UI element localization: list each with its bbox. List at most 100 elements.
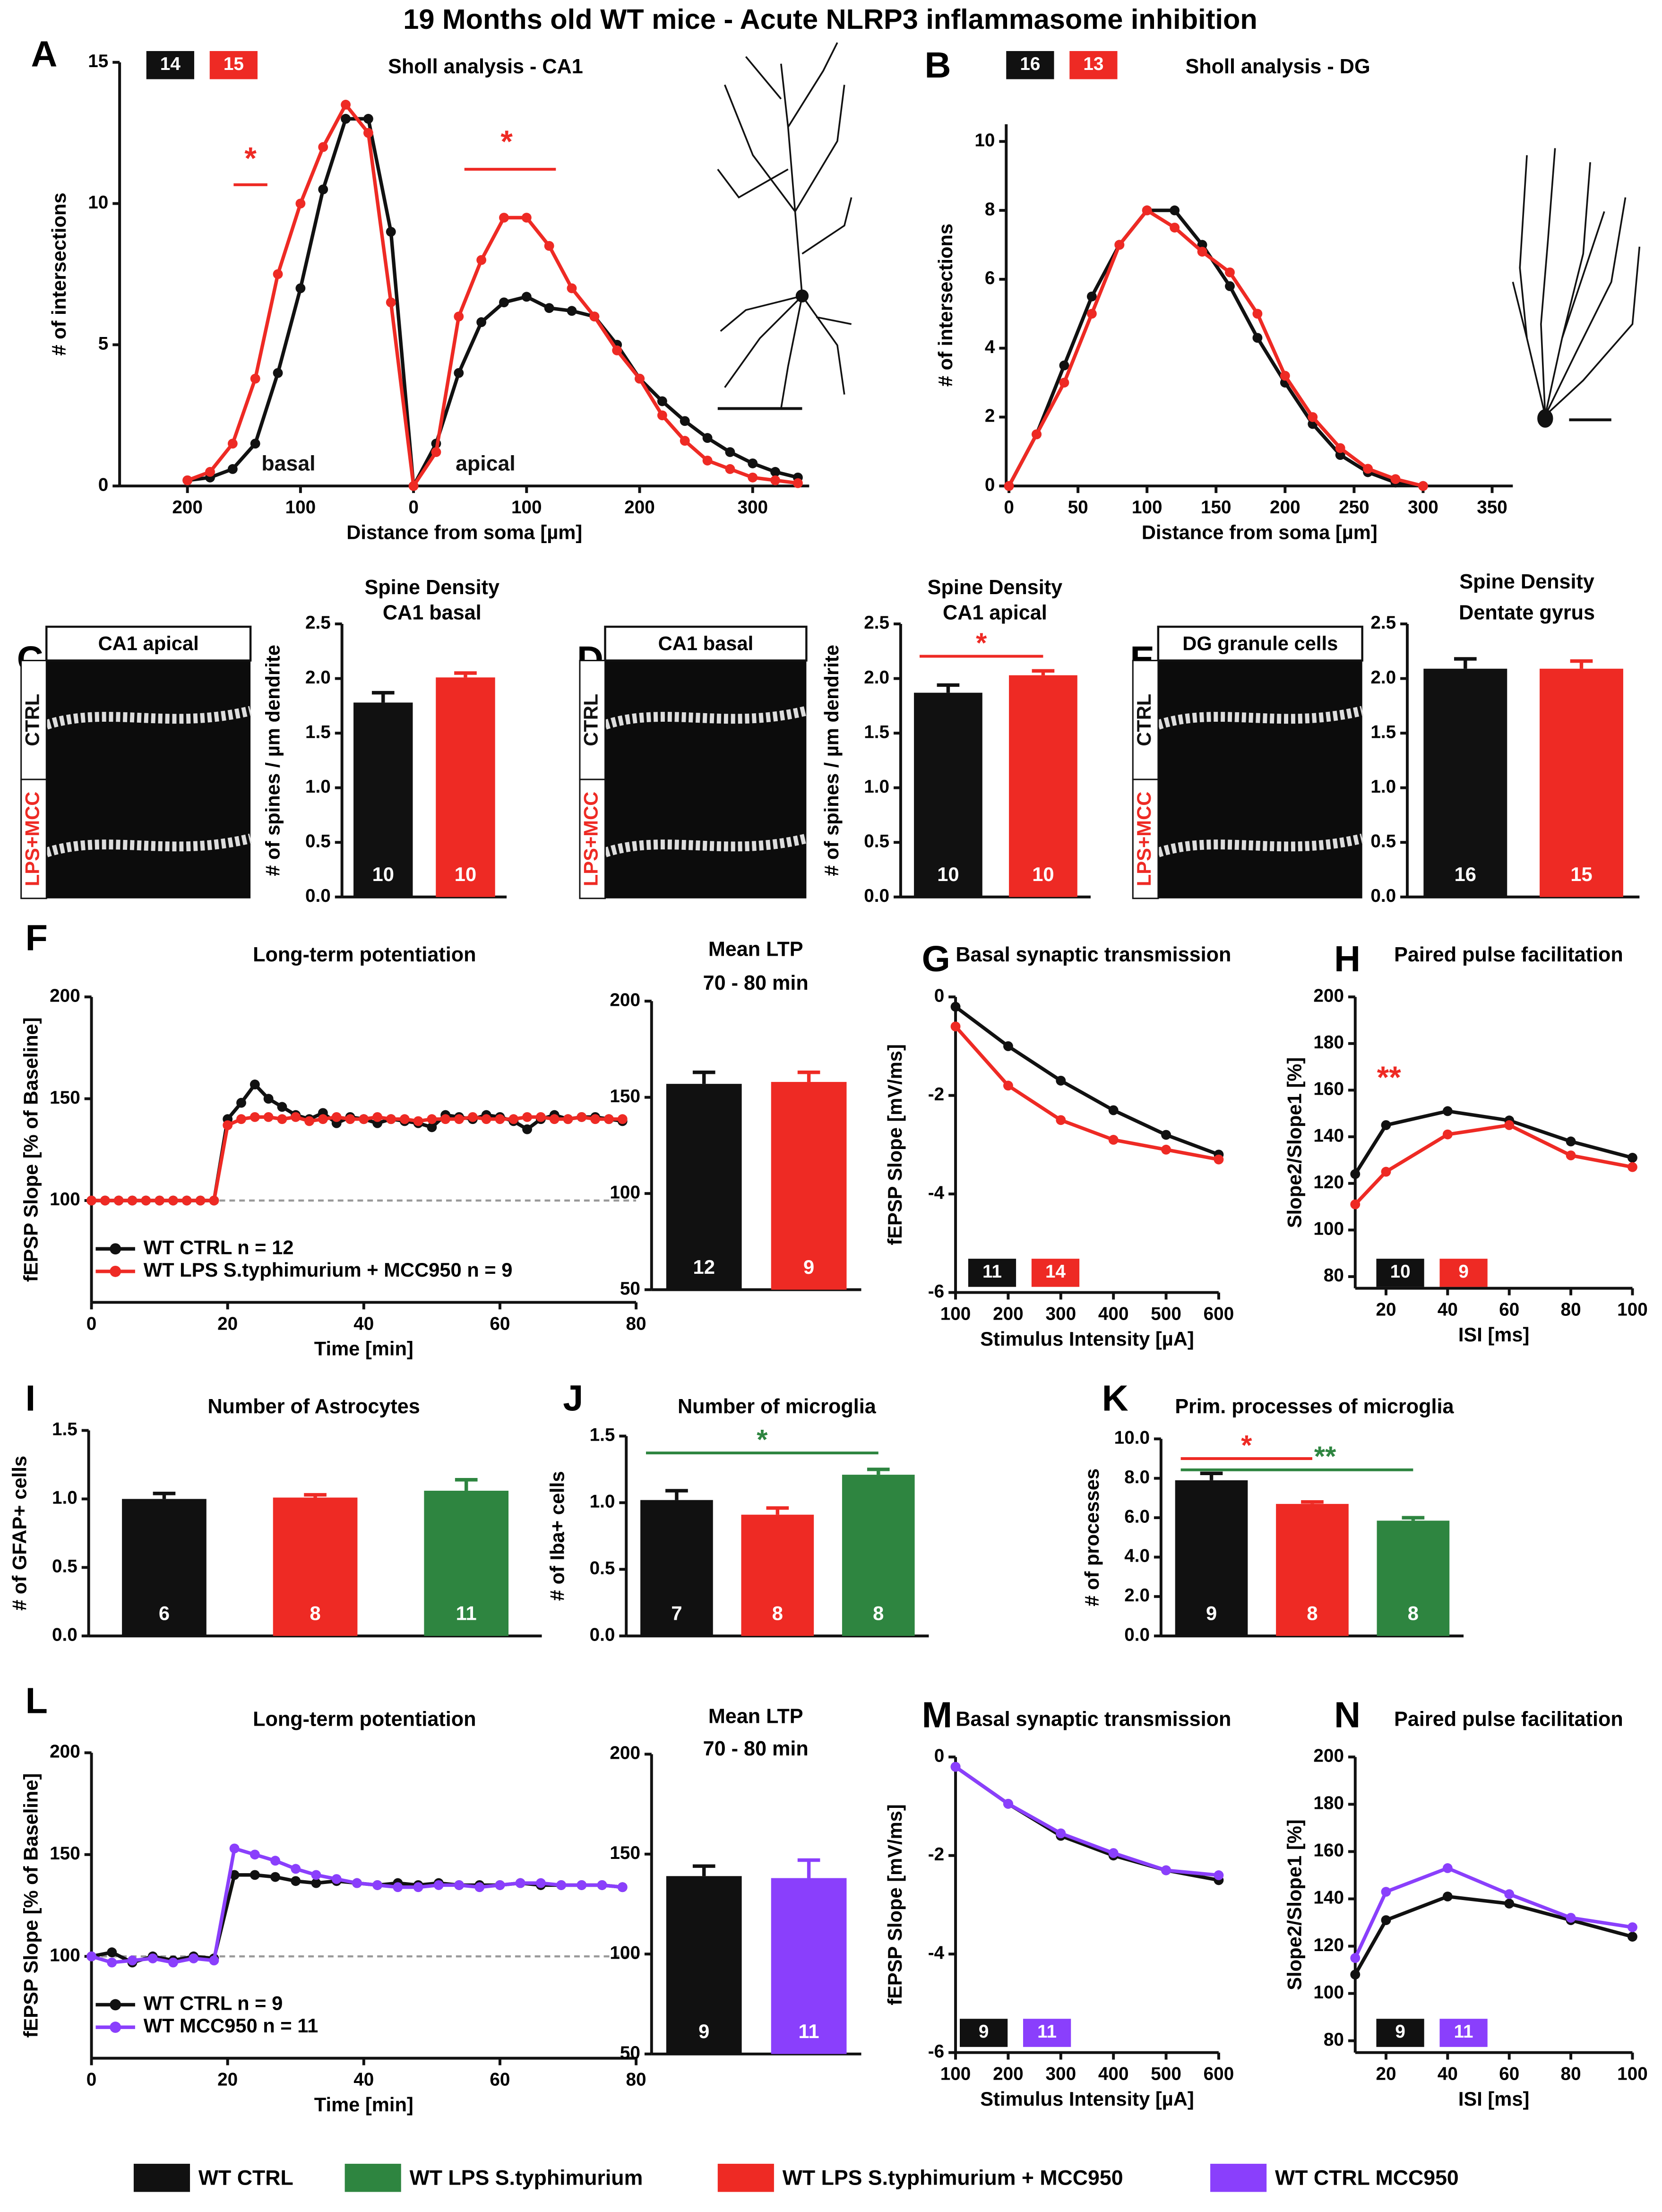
data-point: [617, 1882, 628, 1892]
data-point: [1170, 205, 1180, 216]
n-label: 12: [693, 1256, 715, 1278]
data-point: [393, 1882, 403, 1892]
n-badge-label: 9: [1458, 1262, 1469, 1282]
n-badge: [959, 2019, 1008, 2047]
data-point: [86, 1195, 96, 1206]
y-tick-label: -2: [928, 1844, 944, 1865]
significance-label: *: [757, 1424, 768, 1455]
data-point: [331, 1112, 342, 1122]
data-point: [481, 1114, 491, 1124]
data-point: [372, 1112, 383, 1122]
data-point: [311, 1878, 321, 1888]
data-point: [577, 1880, 587, 1890]
y-tick-label: 0.5: [864, 831, 889, 851]
image-label-box: [1132, 778, 1159, 899]
x-tick-label: 200: [1270, 497, 1300, 518]
data-point: [1381, 1887, 1391, 1897]
bar: [1175, 1480, 1248, 1636]
data-point: [250, 1112, 260, 1122]
chart-title: Basal synaptic transmission: [956, 1708, 1231, 1730]
data-point: [209, 1195, 219, 1206]
y-tick-label: -4: [928, 1183, 945, 1203]
x-tick-label: 20: [217, 1313, 238, 1334]
n-badge-label: 9: [1395, 2022, 1405, 2042]
data-point: [597, 1880, 607, 1890]
data-point: [1628, 1922, 1637, 1932]
n-label: 10: [937, 863, 959, 885]
data-point: [563, 1114, 573, 1124]
x-tick-label: 60: [490, 2069, 510, 2090]
series-line: [1007, 208, 1424, 488]
data-point: [141, 1195, 151, 1206]
panel: Mean LTP 70 - 80 min 50 100 150 200 9 11: [610, 1705, 861, 2063]
n-label: 16: [1455, 863, 1476, 885]
n-badge-label: 11: [1037, 2022, 1057, 2042]
y-tick-label: 150: [50, 1843, 80, 1864]
x-tick-label: 20: [1376, 1300, 1396, 1320]
panel: B Sholl analysis - DG 0 2 4 6 8 10 # of intersec…: [925, 45, 1513, 543]
data-point: [1056, 1075, 1066, 1086]
x-tick-label: 350: [1477, 497, 1507, 518]
legend-marker: [110, 1243, 121, 1255]
legend-label: WT CTRL n = 9: [144, 1992, 283, 2014]
data-point: [311, 1870, 321, 1880]
series-line: [91, 1081, 623, 1202]
chart-title: Sholl analysis - CA1: [388, 55, 583, 78]
data-point: [702, 433, 713, 443]
data-point: [433, 1880, 444, 1890]
x-tick-label: 200: [993, 1304, 1024, 1324]
dendrite: [603, 833, 808, 857]
y-tick-label: 1.0: [305, 777, 331, 797]
data-point: [1628, 1932, 1637, 1942]
n-badge: [1031, 1259, 1080, 1287]
data-point: [86, 1951, 96, 1961]
y-tick-label: 0: [934, 1746, 945, 1766]
image-label-box: [579, 659, 606, 780]
data-point: [352, 1878, 362, 1888]
y-tick-label: 160: [1313, 1079, 1344, 1099]
y-axis-label: Slope2/Slope1 [%]: [1283, 1819, 1306, 1990]
data-point: [345, 1114, 355, 1124]
y-tick-label: -6: [928, 2041, 944, 2062]
y-tick-label: 10: [974, 130, 995, 151]
data-point: [229, 1843, 240, 1854]
y-tick-label: 6: [985, 268, 995, 288]
data-point: [1350, 1169, 1361, 1179]
data-point: [1161, 1865, 1171, 1875]
data-point: [100, 1195, 110, 1206]
y-tick-label: 2.5: [864, 613, 889, 633]
y-tick-label: 100: [1313, 1219, 1344, 1239]
n-label: 11: [799, 2020, 819, 2042]
n-label: 10: [455, 863, 476, 885]
data-point: [1350, 1953, 1361, 1963]
data-point: [236, 1114, 246, 1124]
data-point: [508, 1114, 519, 1124]
data-point: [680, 416, 690, 426]
n-badge-label: 16: [1020, 54, 1040, 74]
x-tick-label: 500: [1151, 1304, 1181, 1324]
n-label: 8: [1408, 1602, 1419, 1624]
y-tick-label: 8: [985, 199, 995, 219]
data-point: [454, 311, 464, 322]
data-point: [168, 1957, 178, 1968]
y-axis-label: # of GFAP+ cells: [9, 1456, 31, 1611]
image-label: LPS+MCC: [1133, 792, 1155, 886]
data-point: [1197, 247, 1207, 257]
data-point: [1418, 481, 1428, 491]
bar: [353, 702, 413, 897]
x-tick-label: 80: [626, 1313, 646, 1334]
data-point: [1628, 1153, 1637, 1163]
chart-title: Number of microglia: [678, 1395, 877, 1418]
y-tick-label: 180: [1313, 1793, 1344, 1814]
x-tick-label: 400: [1098, 2064, 1129, 2084]
data-point: [522, 1124, 532, 1134]
data-point: [1442, 1892, 1453, 1901]
data-point: [363, 113, 373, 124]
x-axis-label: ISI [ms]: [1458, 2088, 1530, 2110]
bar: [914, 692, 982, 897]
y-tick-label: 140: [1313, 1125, 1344, 1146]
data-point: [386, 1114, 396, 1124]
data-point: [277, 1102, 287, 1112]
